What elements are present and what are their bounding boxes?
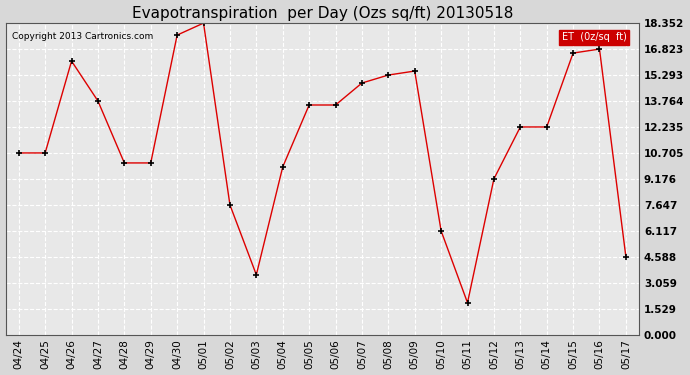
ET  (0z/sq  ft) (41, 151, 49, 155)
ET  (0z/sq  ft) (305, 103, 313, 107)
ET  (0z/sq  ft) (411, 69, 419, 73)
ET  (0z/sq  ft) (199, 21, 208, 26)
ET  (0z/sq  ft) (331, 103, 339, 107)
ET  (0z/sq  ft) (516, 125, 524, 129)
ET  (0z/sq  ft) (595, 47, 604, 51)
ET  (0z/sq  ft) (252, 273, 260, 277)
ET  (0z/sq  ft) (94, 99, 102, 103)
ET  (0z/sq  ft) (226, 202, 234, 207)
ET  (0z/sq  ft) (146, 160, 155, 165)
ET  (0z/sq  ft) (542, 125, 551, 129)
ET  (0z/sq  ft) (120, 160, 128, 165)
ET  (0z/sq  ft) (622, 255, 630, 259)
ET  (0z/sq  ft) (358, 81, 366, 85)
ET  (0z/sq  ft) (490, 177, 498, 181)
Title: Evapotranspiration  per Day (Ozs sq/ft) 20130518: Evapotranspiration per Day (Ozs sq/ft) 2… (132, 6, 513, 21)
ET  (0z/sq  ft) (14, 151, 23, 155)
ET  (0z/sq  ft) (279, 165, 287, 169)
Line: ET  (0z/sq  ft): ET (0z/sq ft) (16, 20, 629, 306)
ET  (0z/sq  ft) (173, 33, 181, 38)
ET  (0z/sq  ft) (68, 59, 76, 63)
Text: ET  (0z/sq  ft): ET (0z/sq ft) (562, 33, 627, 42)
ET  (0z/sq  ft) (569, 51, 578, 55)
ET  (0z/sq  ft) (464, 300, 472, 305)
ET  (0z/sq  ft) (437, 229, 445, 233)
ET  (0z/sq  ft) (384, 73, 393, 77)
Text: Copyright 2013 Cartronics.com: Copyright 2013 Cartronics.com (12, 33, 153, 42)
